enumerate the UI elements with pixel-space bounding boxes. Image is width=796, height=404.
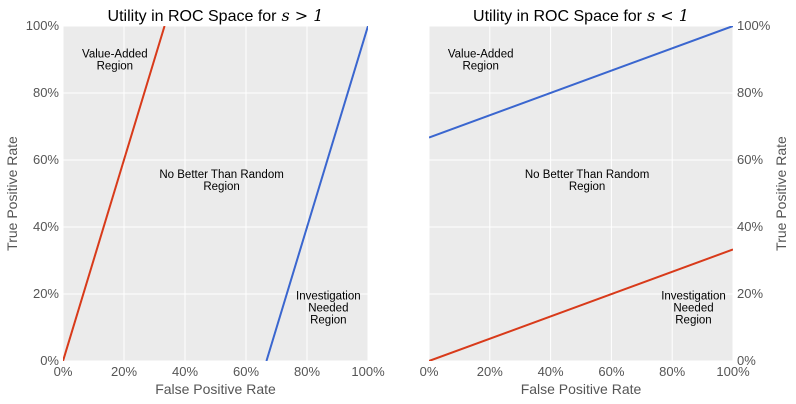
chart-title-text: Utility in ROC Space for [108,8,278,25]
x-tick-label: 80% [294,364,320,379]
annotation-line: Needed [308,302,348,314]
x-tick-label: 40% [538,364,564,379]
y-tick-label: 60% [737,152,763,167]
region-annotation: Value-Added Region [448,49,514,73]
y-tick-label: 100% [737,18,771,33]
x-tick-label: 100% [716,364,750,379]
x-tick-label: 20% [111,364,137,379]
y-tick-label: 100% [26,18,60,33]
chart-title-text: Utility in ROC Space for [473,8,643,25]
series-line-2 [429,248,733,361]
x-tick-label: 0% [54,364,73,379]
annotation-line: Needed [673,302,713,314]
region-annotation: Investigation Needed Region [661,290,726,326]
annotation-line: Investigation [296,290,361,302]
y-tick-label: 80% [737,85,763,100]
region-annotation: Value-Added Region [82,49,148,73]
y-tick-label: 20% [737,286,763,301]
annotation-line: No Better Than Random [525,169,649,181]
chart-title: Utility in ROC Space for s < 1 [473,6,689,25]
x-tick-label: 20% [477,364,503,379]
x-tick-label: 0% [420,364,439,379]
x-tick-label: 60% [598,364,624,379]
y-tick-label: 80% [33,85,59,100]
x-axis-label: False Positive Rate [155,381,276,397]
y-axis-label: True Positive Rate [773,136,789,251]
y-tick-label: 40% [33,219,59,234]
annotation-line: Investigation [661,290,726,302]
region-annotation: Investigation Needed Region [296,290,361,326]
region-annotation: No Better Than Random Region [159,169,283,193]
x-tick-label: 60% [233,364,259,379]
y-axis-label: True Positive Rate [4,136,20,251]
annotation-line: Region [462,61,498,73]
annotation-line: No Better Than Random [159,169,283,181]
x-tick-label: 100% [351,364,385,379]
chart-title: Utility in ROC Space for s > 1 [108,6,324,25]
y-tick-label: 20% [33,286,59,301]
x-tick-label: 80% [659,364,685,379]
series-line-1 [63,26,166,361]
annotation-line: Region [675,314,711,326]
annotation-line: Value-Added [82,49,148,61]
chart-title-math: s < 1 [647,6,689,25]
y-tick-label: 0% [40,353,59,368]
region-annotation: No Better Than Random Region [525,169,649,193]
annotation-line: Region [569,181,605,193]
y-tick-label: 60% [33,152,59,167]
annotation-line: Region [97,61,133,73]
series-line-1 [429,26,733,139]
y-tick-label: 40% [737,219,763,234]
chart-title-math: s > 1 [281,6,323,25]
x-tick-label: 40% [172,364,198,379]
annotation-line: Region [310,314,346,326]
y-tick-label: 0% [737,353,756,368]
series-line-2 [265,26,368,361]
x-axis-label: False Positive Rate [521,381,642,397]
annotation-line: Value-Added [448,49,514,61]
annotation-line: Region [203,181,239,193]
